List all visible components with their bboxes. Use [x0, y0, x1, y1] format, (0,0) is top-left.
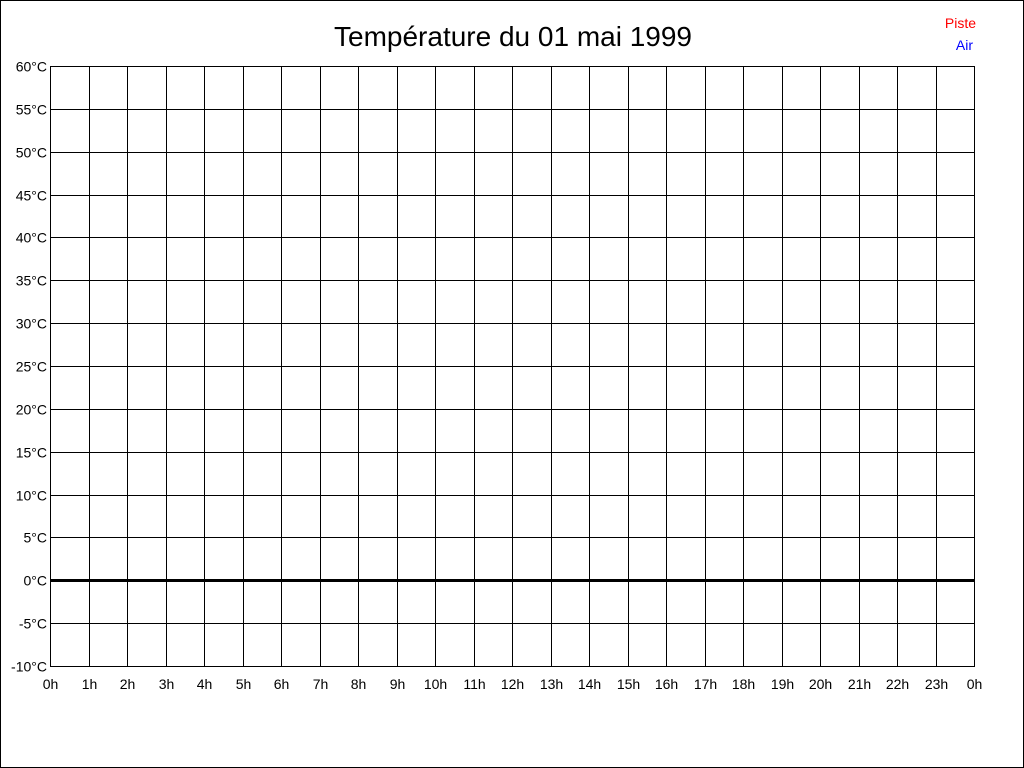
x-tick-label: 23h — [925, 676, 948, 692]
legend-piste: Piste — [945, 15, 976, 31]
y-tick-label: 55°C — [16, 102, 47, 118]
y-tick-label: 20°C — [16, 402, 47, 418]
y-tick-label: 50°C — [16, 145, 47, 161]
x-tick-label: 0h — [967, 676, 983, 692]
x-tick-label: 3h — [159, 676, 175, 692]
x-tick-label: 6h — [274, 676, 290, 692]
x-tick-label: 16h — [655, 676, 678, 692]
x-tick-label: 22h — [886, 676, 909, 692]
y-tick-label: 40°C — [16, 230, 47, 246]
x-tick-label: 21h — [848, 676, 871, 692]
x-tick-label: 13h — [540, 676, 563, 692]
chart-title: Température du 01 mai 1999 — [334, 21, 692, 52]
y-tick-label: 35°C — [16, 273, 47, 289]
x-tick-label: 9h — [390, 676, 406, 692]
y-tick-label: 5°C — [24, 530, 48, 546]
x-tick-label: 1h — [82, 676, 98, 692]
y-tick-label: 10°C — [16, 488, 47, 504]
x-tick-label: 19h — [771, 676, 794, 692]
y-tick-label: 15°C — [16, 445, 47, 461]
x-tick-label: 18h — [732, 676, 755, 692]
x-tick-label: 12h — [501, 676, 524, 692]
x-tick-label: 10h — [424, 676, 447, 692]
y-tick-label: 60°C — [16, 59, 47, 75]
y-tick-label: 45°C — [16, 188, 47, 204]
x-tick-label: 11h — [463, 676, 485, 692]
y-tick-label: 0°C — [24, 573, 48, 589]
y-tick-label: -5°C — [19, 616, 47, 632]
x-tick-label: 20h — [809, 676, 832, 692]
x-tick-label: 4h — [197, 676, 213, 692]
x-tick-label: 0h — [43, 676, 59, 692]
x-tick-label: 7h — [313, 676, 329, 692]
x-tick-label: 8h — [351, 676, 367, 692]
legend-air: Air — [956, 37, 973, 53]
x-tick-label: 14h — [578, 676, 601, 692]
y-tick-label: 25°C — [16, 359, 47, 375]
x-tick-label: 5h — [236, 676, 252, 692]
y-tick-label: -10°C — [11, 659, 47, 675]
x-tick-label: 2h — [120, 676, 136, 692]
x-tick-label: 17h — [694, 676, 717, 692]
y-tick-label: 30°C — [16, 316, 47, 332]
x-tick-label: 15h — [617, 676, 640, 692]
